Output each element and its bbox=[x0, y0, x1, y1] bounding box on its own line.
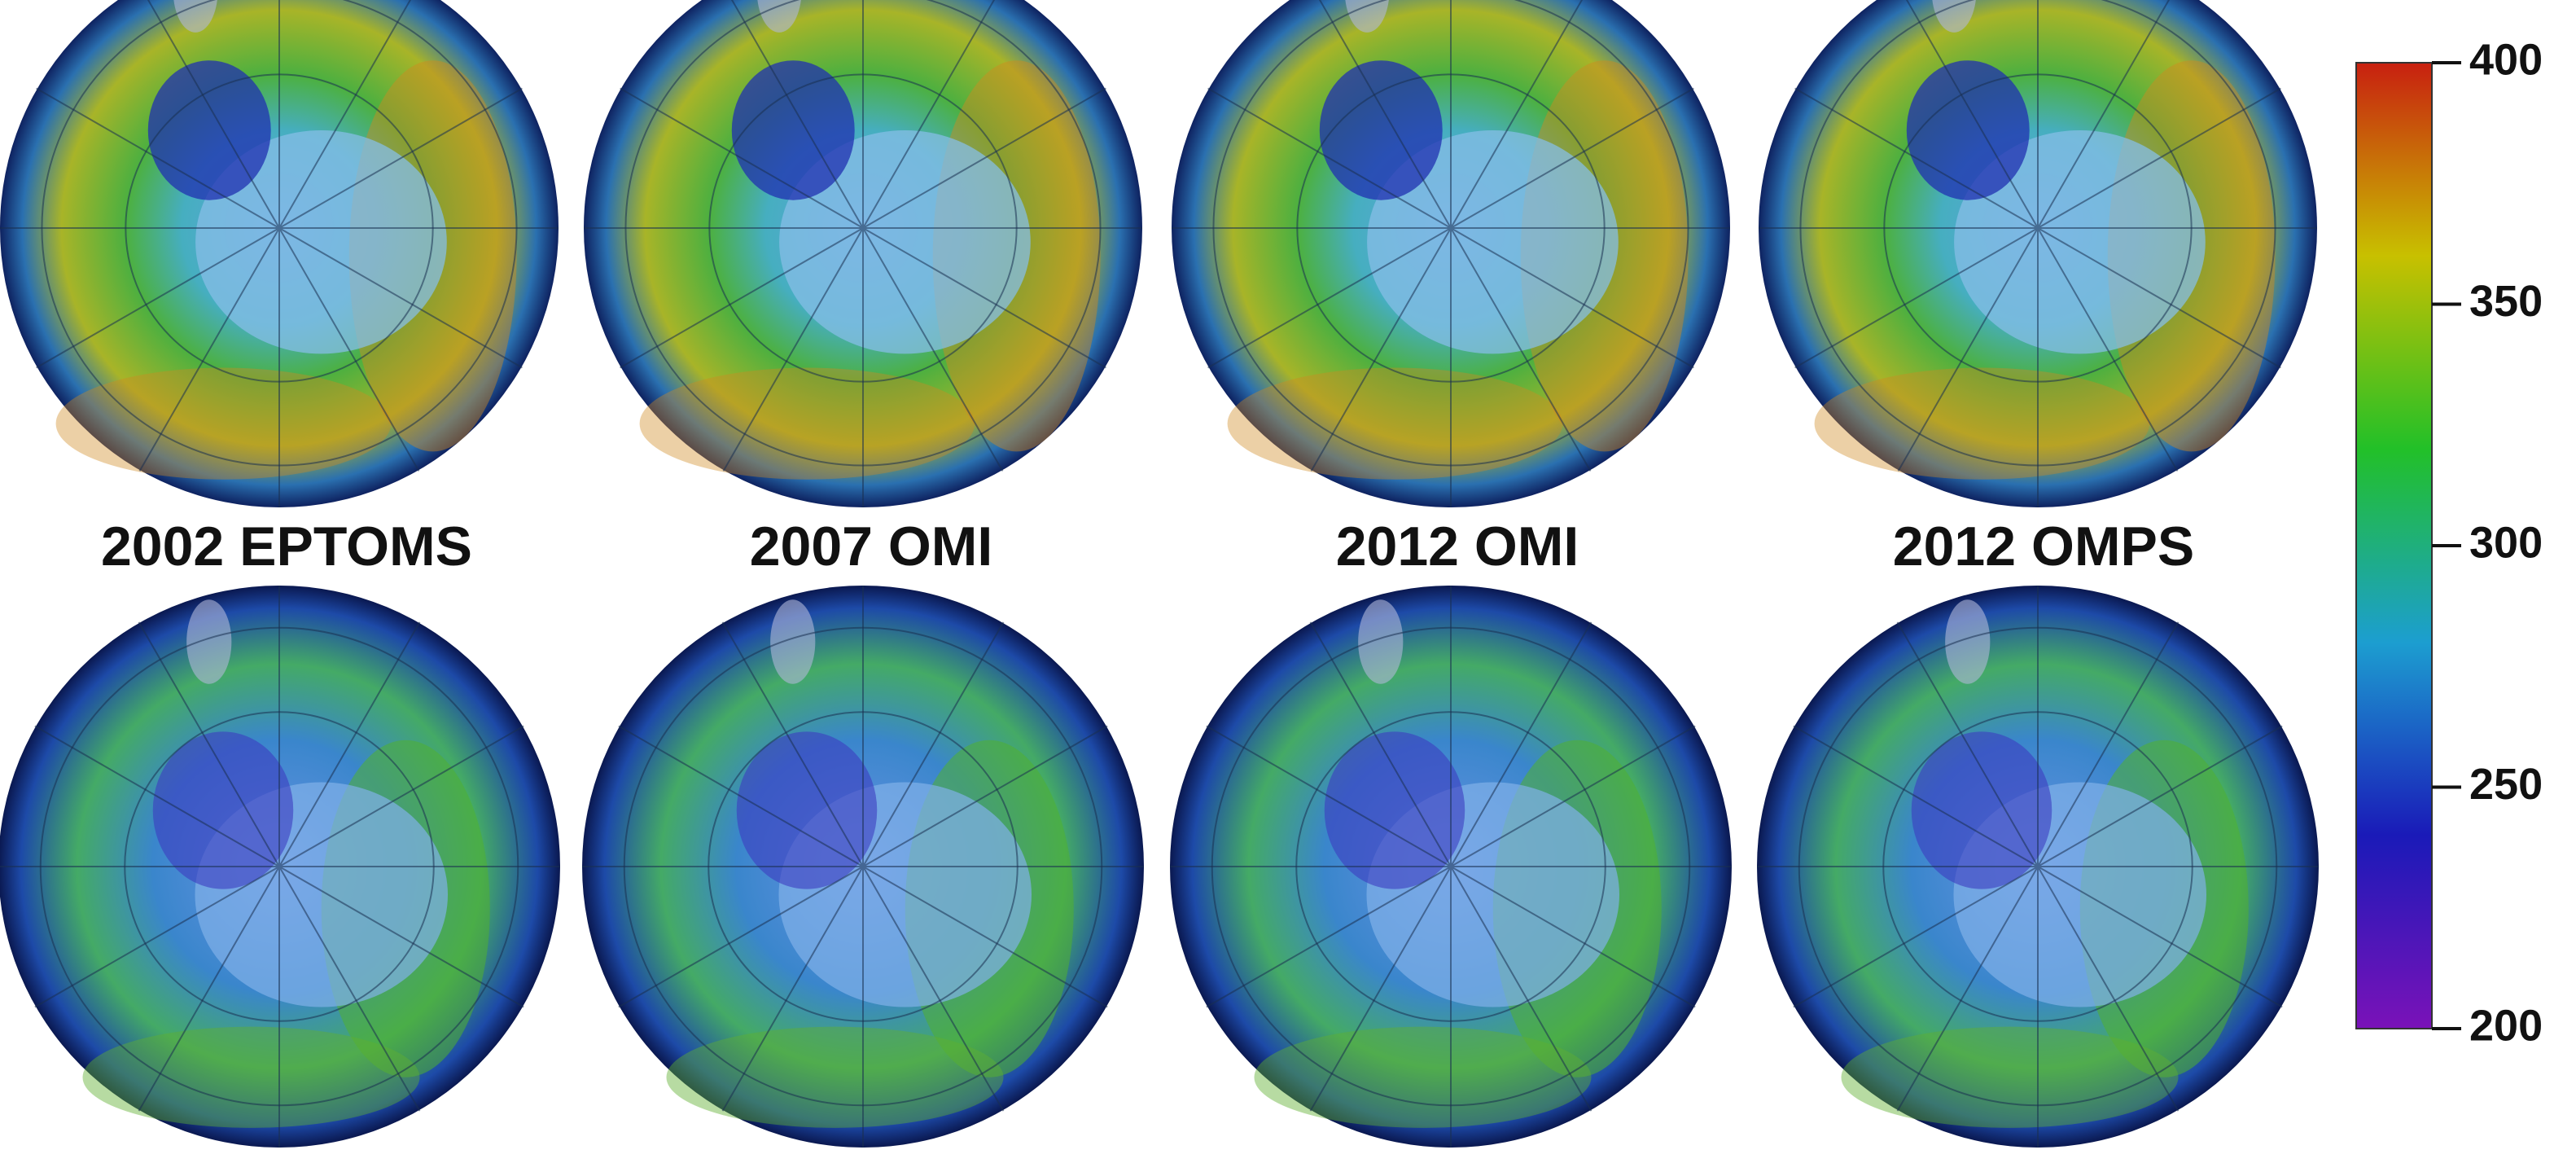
colorbar bbox=[2355, 62, 2433, 1029]
globe bbox=[1759, 0, 2317, 507]
tick-label: 300 bbox=[2469, 518, 2543, 567]
globe bbox=[584, 0, 1142, 507]
panel-label: 2012 OMI bbox=[1336, 516, 1579, 577]
panel-label: 2002 EPTOMS bbox=[101, 516, 472, 577]
globe bbox=[1170, 586, 1732, 1148]
globe bbox=[1757, 586, 2319, 1148]
tick-label: 400 bbox=[2469, 35, 2543, 84]
globe bbox=[0, 0, 559, 507]
tick-label: 350 bbox=[2469, 277, 2543, 326]
globe bbox=[0, 586, 560, 1148]
tick-label: 200 bbox=[2469, 1001, 2543, 1050]
globe bbox=[1172, 0, 1730, 507]
panel-label: 2007 OMI bbox=[750, 516, 993, 577]
panel-label: 2012 OMPS bbox=[1893, 516, 2194, 577]
tick-label: 250 bbox=[2469, 760, 2543, 809]
globe bbox=[582, 586, 1144, 1148]
